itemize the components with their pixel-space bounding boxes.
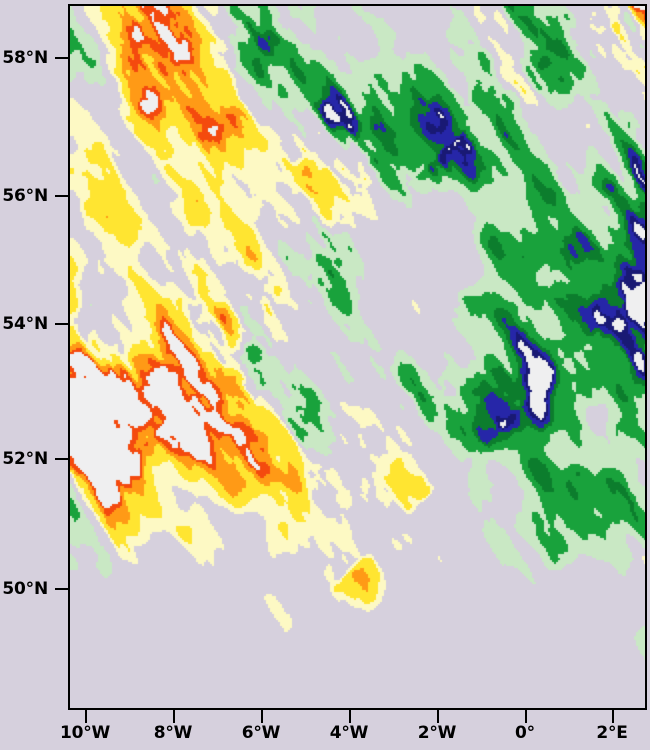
y-tick-label-50N: 50°N [2, 579, 48, 599]
x-tick-label-6W: 6°W [241, 723, 281, 743]
x-tick-1 [173, 710, 175, 723]
y-tick-2 [55, 323, 68, 325]
x-tick-label-0: 0° [515, 723, 535, 743]
y-tick-label-56N: 56°N [2, 186, 48, 206]
x-tick-label-2W: 2°W [417, 723, 457, 743]
x-tick-3 [349, 710, 351, 723]
y-tick-3 [55, 458, 68, 460]
x-tick-4 [437, 710, 439, 723]
contour-field-canvas [70, 6, 645, 708]
x-tick-6 [612, 710, 614, 723]
y-tick-label-54N: 54°N [2, 314, 48, 334]
x-tick-label-8W: 8°W [153, 723, 193, 743]
x-tick-2 [261, 710, 263, 723]
x-tick-label-2E: 2°E [596, 723, 628, 743]
y-tick-0 [55, 57, 68, 59]
y-tick-4 [55, 588, 68, 590]
y-tick-label-58N: 58°N [2, 48, 48, 68]
y-tick-1 [55, 195, 68, 197]
x-tick-5 [525, 710, 527, 723]
y-tick-label-52N: 52°N [2, 449, 48, 469]
x-tick-0 [85, 710, 87, 723]
map-plot-area [68, 4, 647, 710]
x-tick-label-4W: 4°W [329, 723, 369, 743]
x-tick-label-10W: 10°W [59, 723, 111, 743]
